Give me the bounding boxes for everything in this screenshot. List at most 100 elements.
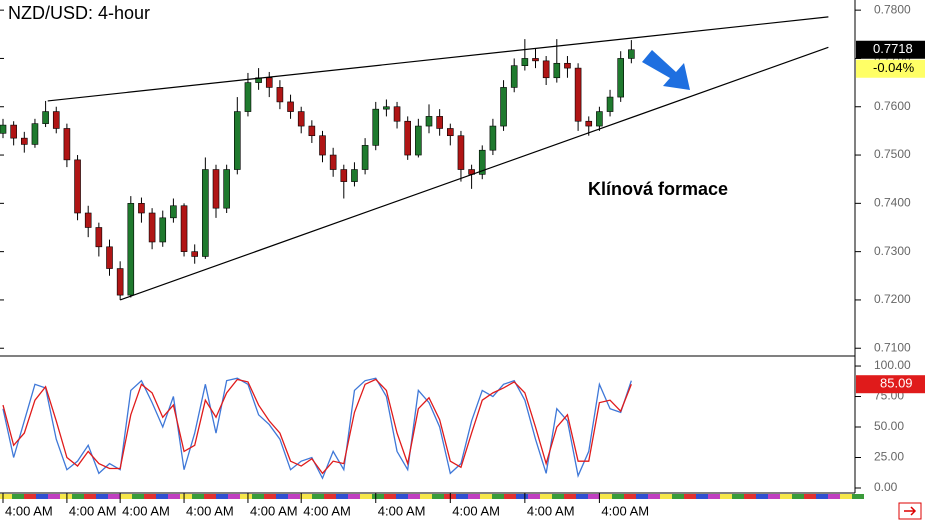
strip-segment xyxy=(276,494,288,499)
x-tick-label: 4:00 AM xyxy=(5,503,53,518)
candle-body xyxy=(340,169,348,182)
candle-body xyxy=(116,268,124,296)
candle-body xyxy=(478,149,486,175)
scroll-icon xyxy=(904,506,917,516)
y-tick-label: 0.00 xyxy=(874,480,898,494)
candle-body xyxy=(287,101,294,112)
strip-segment xyxy=(540,494,552,499)
y-tick-label: 100.00 xyxy=(874,358,911,372)
x-tick-label: 4:00 AM xyxy=(303,503,351,518)
strip-segment xyxy=(804,494,816,499)
candle-body xyxy=(596,111,603,127)
strip-segment xyxy=(816,494,828,499)
candle-body xyxy=(276,87,284,103)
strip-segment xyxy=(264,494,276,499)
candle-body xyxy=(510,65,518,88)
strip-segment xyxy=(228,494,240,499)
strip-segment xyxy=(96,494,108,499)
strip-segment xyxy=(528,494,540,499)
strip-segment xyxy=(312,494,324,499)
candle-body xyxy=(74,159,81,214)
y-tick-label: 0.7100 xyxy=(874,340,911,354)
candle-body xyxy=(372,108,380,146)
down-arrow xyxy=(642,50,690,90)
strip-segment xyxy=(72,494,84,499)
strip-segment xyxy=(156,494,168,499)
candle-body xyxy=(159,217,167,243)
strip-segment xyxy=(372,494,384,499)
strip-segment xyxy=(696,494,708,499)
strip-segment xyxy=(216,494,228,499)
y-tick-label: 25.00 xyxy=(874,450,904,464)
time-strip xyxy=(0,494,864,499)
x-tick-label: 4:00 AM xyxy=(601,503,649,518)
candle-body xyxy=(553,62,561,79)
candle-body xyxy=(52,111,60,129)
strip-segment xyxy=(708,494,720,499)
strip-segment xyxy=(588,494,600,499)
candle-body xyxy=(351,169,358,182)
stoch-line xyxy=(2,377,632,480)
annotation: Klínová formace xyxy=(588,179,728,199)
strip-segment xyxy=(36,494,48,499)
x-tick-label: 4:00 AM xyxy=(527,503,575,518)
strip-segment xyxy=(612,494,624,499)
value-label: 85.09 xyxy=(880,376,913,391)
candle-body xyxy=(297,111,305,127)
strip-segment xyxy=(48,494,60,499)
candle-body xyxy=(20,137,28,145)
strip-segment xyxy=(336,494,348,499)
strip-segment xyxy=(144,494,156,499)
strip-segment xyxy=(828,494,840,499)
strip-segment xyxy=(12,494,24,499)
x-tick-label: 4:00 AM xyxy=(69,503,117,518)
candle-body xyxy=(542,60,550,79)
strip-segment xyxy=(456,494,468,499)
candle-body xyxy=(191,251,198,257)
candle-body xyxy=(234,111,241,170)
candle-body xyxy=(404,120,412,156)
strip-segment xyxy=(408,494,420,499)
strip-segment xyxy=(348,494,360,499)
strip-segment xyxy=(564,494,576,499)
candle-body xyxy=(393,106,401,122)
candle-body xyxy=(31,123,39,145)
candle-body xyxy=(489,125,497,151)
strip-segment xyxy=(0,494,12,499)
candle-body xyxy=(0,124,7,134)
strip-segment xyxy=(684,494,696,499)
strip-segment xyxy=(756,494,768,499)
strip-segment xyxy=(84,494,96,499)
strip-segment xyxy=(648,494,660,499)
candle-body xyxy=(574,67,582,122)
strip-segment xyxy=(732,494,744,499)
x-tick-label: 4:00 AM xyxy=(186,503,234,518)
strip-segment xyxy=(60,494,72,499)
strip-segment xyxy=(240,494,252,499)
x-tick-label: 4:00 AM xyxy=(378,503,426,518)
trendline xyxy=(119,46,829,301)
candle-body xyxy=(84,212,92,228)
strip-segment xyxy=(288,494,300,499)
strip-segment xyxy=(780,494,792,499)
candle-body xyxy=(127,203,135,296)
y-tick-label: 0.7500 xyxy=(874,147,911,161)
change-label: -0.04% xyxy=(873,60,915,75)
candle-body xyxy=(446,128,454,137)
candle-body xyxy=(500,87,507,127)
candle-body xyxy=(170,205,177,219)
y-tick-label: 0.7800 xyxy=(874,2,911,16)
y-tick-label: 0.7600 xyxy=(874,99,911,113)
strip-segment xyxy=(204,494,216,499)
strip-segment xyxy=(504,494,516,499)
strip-segment xyxy=(324,494,336,499)
x-tick-label: 4:00 AM xyxy=(122,503,170,518)
candle-body xyxy=(10,124,17,139)
stoch-line xyxy=(2,378,632,475)
strip-segment xyxy=(192,494,204,499)
candle-body xyxy=(606,96,614,112)
chart-title: NZD/USD: 4-hour xyxy=(8,3,150,23)
y-tick-label: 0.7300 xyxy=(874,244,911,258)
candle-body xyxy=(329,154,337,170)
